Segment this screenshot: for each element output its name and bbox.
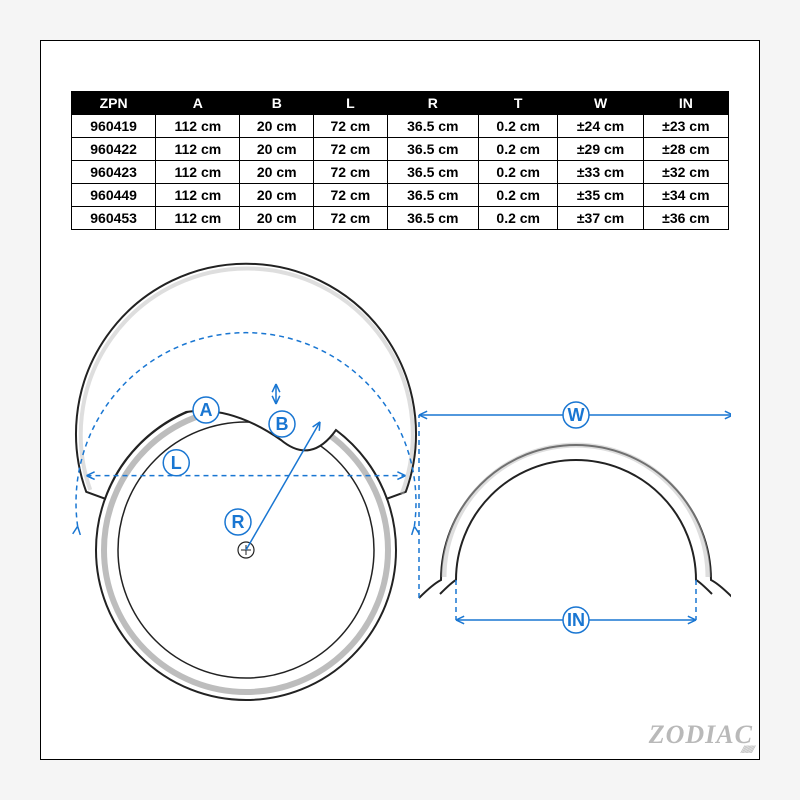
table-cell: ±29 cm bbox=[558, 138, 643, 161]
table-cell: 36.5 cm bbox=[387, 138, 478, 161]
table-cell: 112 cm bbox=[156, 184, 240, 207]
dim-l-label: L bbox=[171, 453, 182, 473]
col-a: A bbox=[156, 92, 240, 115]
table-header-row: ZPNABLRTWIN bbox=[72, 92, 729, 115]
table-cell: 960419 bbox=[72, 115, 156, 138]
table-cell: 20 cm bbox=[240, 207, 314, 230]
table-row: 960422112 cm20 cm72 cm36.5 cm0.2 cm±29 c… bbox=[72, 138, 729, 161]
arch-inner bbox=[440, 460, 712, 594]
arrow-head bbox=[412, 526, 420, 535]
col-r: R bbox=[387, 92, 478, 115]
table-cell: 0.2 cm bbox=[478, 207, 558, 230]
table-cell: 72 cm bbox=[314, 207, 388, 230]
spec-sheet: ZPNABLRTWIN 960419112 cm20 cm72 cm36.5 c… bbox=[40, 40, 760, 760]
table-cell: 20 cm bbox=[240, 138, 314, 161]
table-cell: 36.5 cm bbox=[387, 207, 478, 230]
table-cell: 960423 bbox=[72, 161, 156, 184]
table-cell: 36.5 cm bbox=[387, 161, 478, 184]
table-cell: 960449 bbox=[72, 184, 156, 207]
table-cell: 36.5 cm bbox=[387, 115, 478, 138]
brand-logo: ZODIAC ///////// bbox=[649, 726, 753, 753]
table-cell: ±32 cm bbox=[643, 161, 728, 184]
dim-in-label: IN bbox=[567, 610, 585, 630]
dim-r-label: R bbox=[232, 512, 245, 532]
dimensions-table: ZPNABLRTWIN 960419112 cm20 cm72 cm36.5 c… bbox=[71, 91, 729, 230]
table-cell: ±34 cm bbox=[643, 184, 728, 207]
col-b: B bbox=[240, 92, 314, 115]
table-cell: 36.5 cm bbox=[387, 184, 478, 207]
table-cell: 0.2 cm bbox=[478, 115, 558, 138]
table-cell: 960422 bbox=[72, 138, 156, 161]
table-cell: ±36 cm bbox=[643, 207, 728, 230]
logo-text: ZODIAC bbox=[649, 720, 753, 749]
table-cell: ±35 cm bbox=[558, 184, 643, 207]
col-l: L bbox=[314, 92, 388, 115]
col-w: W bbox=[558, 92, 643, 115]
col-zpn: ZPN bbox=[72, 92, 156, 115]
table-cell: 0.2 cm bbox=[478, 161, 558, 184]
table-cell: ±24 cm bbox=[558, 115, 643, 138]
dim-a-label: A bbox=[200, 400, 213, 420]
table-cell: 112 cm bbox=[156, 161, 240, 184]
table-cell: 112 cm bbox=[156, 207, 240, 230]
table-cell: 960453 bbox=[72, 207, 156, 230]
table-cell: 72 cm bbox=[314, 184, 388, 207]
diagram-svg: LABRWTIN bbox=[71, 250, 731, 710]
table-row: 960453112 cm20 cm72 cm36.5 cm0.2 cm±37 c… bbox=[72, 207, 729, 230]
fender-side bbox=[76, 264, 416, 499]
dim-w-label: W bbox=[568, 405, 585, 425]
table-cell: 112 cm bbox=[156, 138, 240, 161]
table-cell: 0.2 cm bbox=[478, 184, 558, 207]
table-row: 960419112 cm20 cm72 cm36.5 cm0.2 cm±24 c… bbox=[72, 115, 729, 138]
col-in: IN bbox=[643, 92, 728, 115]
table-body: 960419112 cm20 cm72 cm36.5 cm0.2 cm±24 c… bbox=[72, 115, 729, 230]
table-cell: 20 cm bbox=[240, 161, 314, 184]
arch-outer bbox=[419, 445, 731, 598]
table-cell: 0.2 cm bbox=[478, 138, 558, 161]
table-cell: ±23 cm bbox=[643, 115, 728, 138]
table-cell: 72 cm bbox=[314, 138, 388, 161]
table-cell: 112 cm bbox=[156, 115, 240, 138]
table-cell: ±28 cm bbox=[643, 138, 728, 161]
col-t: T bbox=[478, 92, 558, 115]
table-row: 960423112 cm20 cm72 cm36.5 cm0.2 cm±33 c… bbox=[72, 161, 729, 184]
table-cell: ±37 cm bbox=[558, 207, 643, 230]
dim-b-label: B bbox=[276, 414, 289, 434]
table-cell: 20 cm bbox=[240, 184, 314, 207]
arrow-head bbox=[73, 526, 81, 535]
table-cell: 72 cm bbox=[314, 115, 388, 138]
diagram-area: LABRWTIN bbox=[71, 250, 729, 710]
table-cell: 72 cm bbox=[314, 161, 388, 184]
table-row: 960449112 cm20 cm72 cm36.5 cm0.2 cm±35 c… bbox=[72, 184, 729, 207]
table-cell: 20 cm bbox=[240, 115, 314, 138]
table-cell: ±33 cm bbox=[558, 161, 643, 184]
arch-shade bbox=[444, 445, 708, 577]
